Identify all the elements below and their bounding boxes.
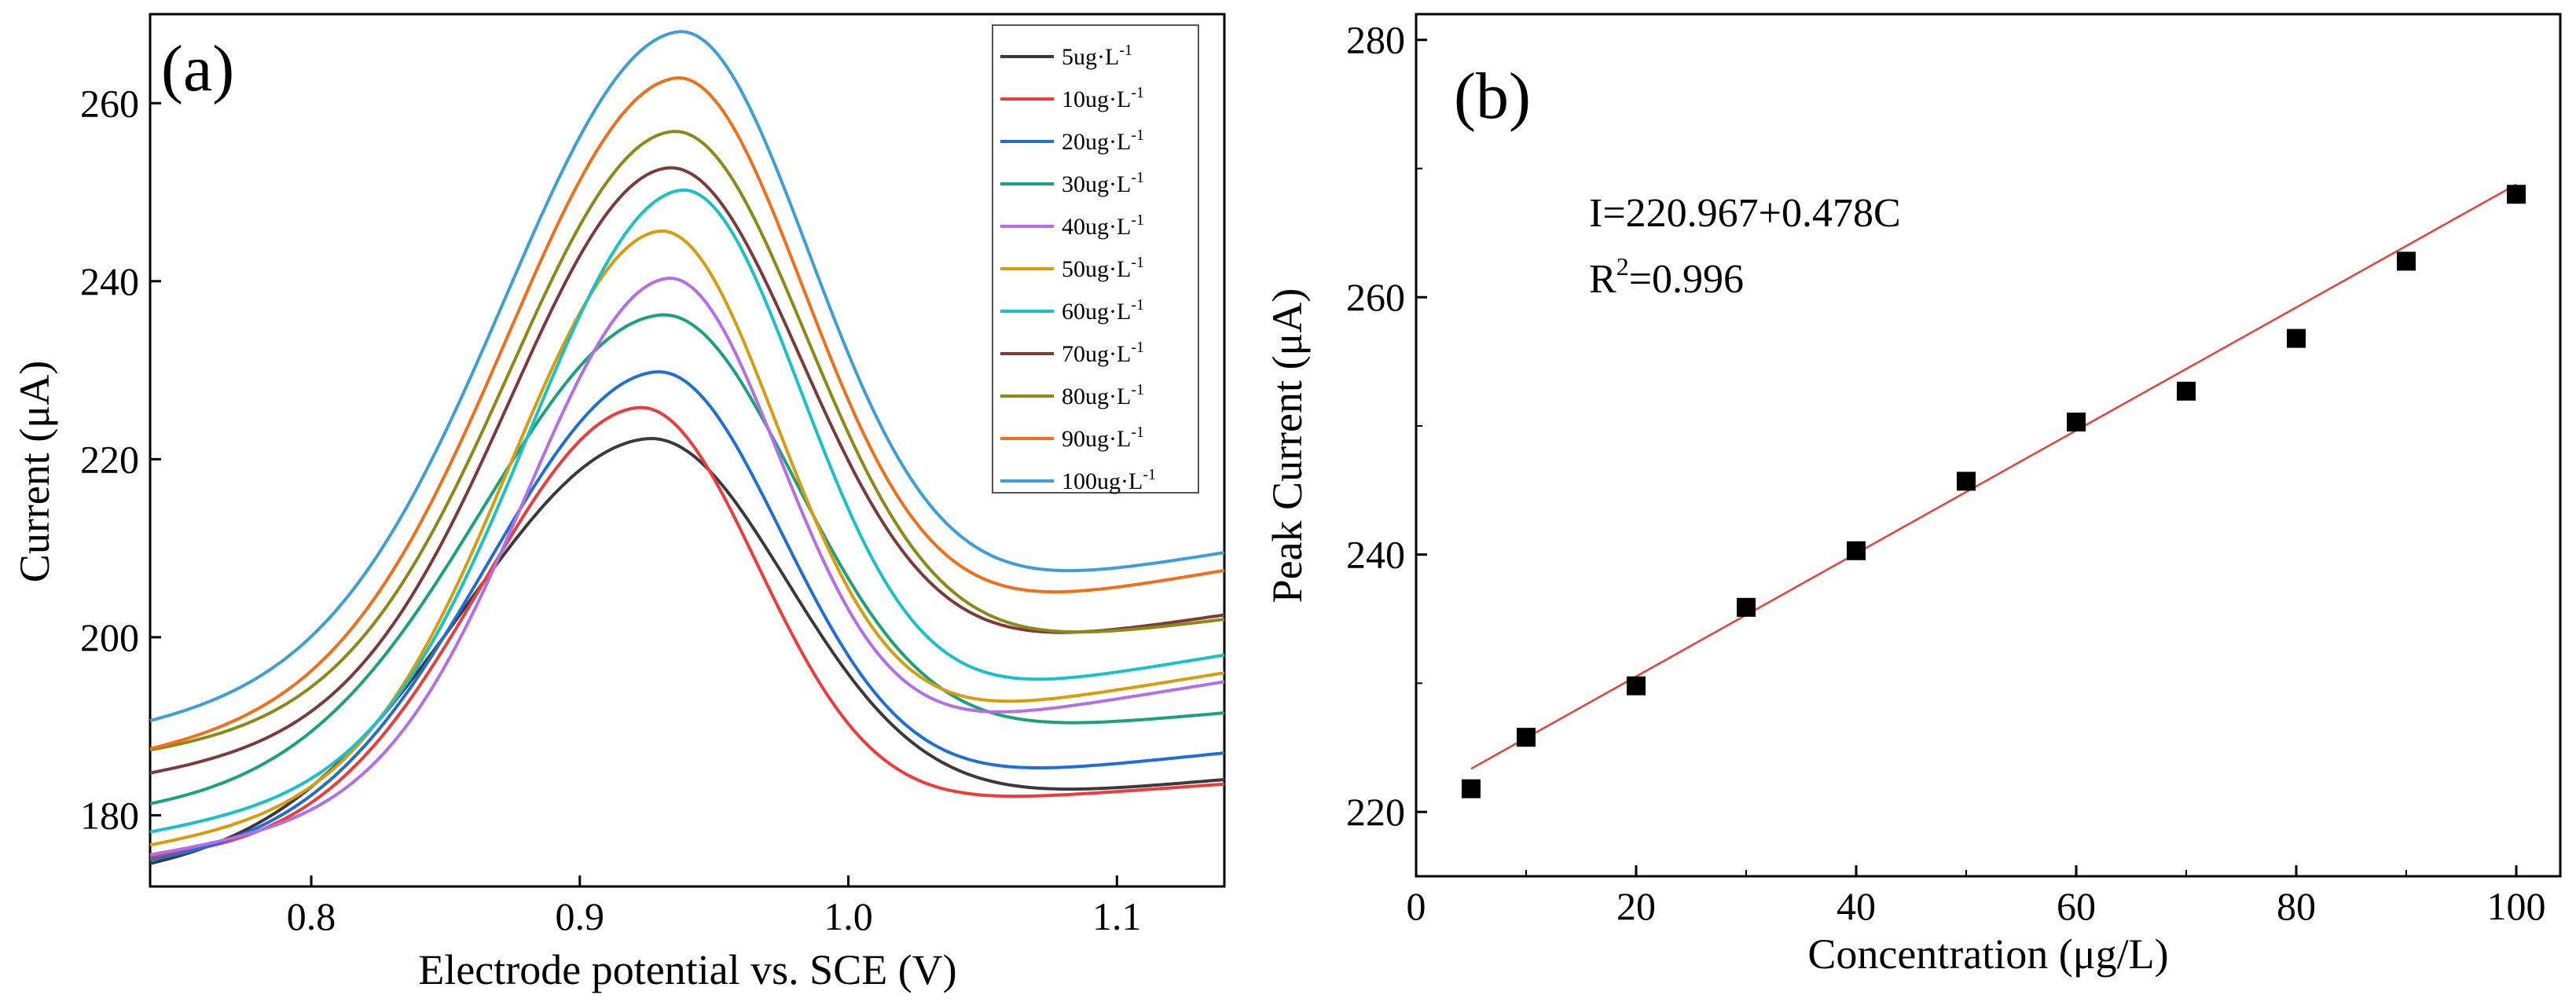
data-point: [2067, 413, 2086, 432]
panel-b-x-tick-label: 20: [1616, 884, 1656, 928]
legend-label-90ug: 90ug·L-1: [1062, 424, 1144, 452]
series-line-80ug: [149, 130, 1225, 752]
fit-line: [1470, 183, 2517, 770]
panel-a-y-tick-label: 220: [80, 437, 139, 481]
panel-a-x-tick-label: 0.8: [287, 894, 336, 938]
panel-b-y-axis-title: Peak Current (μA): [1264, 288, 1311, 604]
series-line-20ug: [149, 370, 1225, 861]
series-line-30ug: [149, 313, 1225, 806]
panel-a-y-tick-label: 260: [80, 81, 139, 125]
panel-b-y-tick-label: 240: [1346, 533, 1405, 577]
panel-b-label: (b): [1454, 60, 1531, 133]
data-point: [2287, 328, 2306, 348]
panel-a-label: (a): [161, 32, 234, 105]
legend-label-50ug: 50ug·L-1: [1062, 254, 1144, 282]
panel-a-x-tick-label: 1.0: [824, 894, 873, 938]
panel-b-chart: 0 20 40 60 80 100 220 240 260 280 (b) I=220.967+0…: [1264, 13, 2562, 978]
legend-label-30ug: 30ug·L-1: [1062, 169, 1144, 197]
panel-b-plot-frame: [1415, 13, 2562, 878]
panel-a-y-axis-title: Current (μA): [11, 361, 58, 582]
legend-label-20ug: 20ug·L-1: [1062, 127, 1144, 155]
data-point: [2397, 251, 2416, 271]
data-point: [1462, 779, 1481, 798]
legend-label-5ug: 5ug·L-1: [1062, 42, 1132, 70]
panel-a-y-tick-label: 240: [80, 259, 139, 303]
series-line-5ug: [149, 436, 1225, 865]
legend-label-100ug: 100ug·L-1: [1062, 466, 1156, 494]
panel-b-x-tick-label: 60: [2057, 884, 2096, 928]
panel-b-x-tick-label: 80: [2277, 884, 2316, 928]
series-line-100ug: [149, 30, 1225, 722]
panel-b-x-tick-label: 0: [1407, 884, 1426, 928]
legend-label-40ug: 40ug·L-1: [1062, 211, 1144, 240]
data-point: [1627, 676, 1646, 696]
panel-a-chart: 0.8 0.9 1.0 1.1 180 200 220 240 260 (a) Electrod…: [11, 13, 1226, 993]
panel-a-legend-box: [992, 24, 1199, 494]
panel-b-y-tick-label: 260: [1346, 275, 1405, 319]
panel-a-y-tick-label: 180: [80, 793, 139, 837]
panel-a-legend: 5ug·L-1 10ug·L-1 20ug·L-1 30ug·L-1 40ug·L-1 5…: [992, 24, 1199, 494]
panel-b-x-tick-label: 40: [1837, 884, 1876, 928]
legend-label-10ug: 10ug·L-1: [1062, 84, 1144, 112]
legend-label-60ug: 60ug·L-1: [1062, 296, 1144, 325]
legend-label-70ug: 70ug·L-1: [1062, 339, 1144, 367]
panel-a-x-tick-label: 1.1: [1092, 894, 1142, 938]
panel-a-x-axis-title: Electrode potential vs. SCE (V): [418, 946, 956, 993]
series-line-70ug: [149, 166, 1225, 775]
panel-b-x-axis-title: Concentration (μg/L): [1807, 930, 2168, 978]
panel-b-x-tick-label: 100: [2487, 884, 2546, 928]
data-point: [1737, 597, 1756, 617]
panel-b-y-tick-label: 280: [1346, 18, 1405, 62]
series-line-50ug: [149, 229, 1225, 847]
panel-b-y-tick-label: 220: [1346, 790, 1405, 834]
data-point: [2507, 185, 2526, 204]
series-line-90ug: [149, 75, 1225, 751]
data-point: [1517, 728, 1536, 747]
panel-a-y-tick-label: 200: [80, 615, 139, 659]
fit-r-squared: R2=0.996: [1589, 252, 1744, 302]
series-line-40ug: [149, 276, 1225, 857]
data-point: [1957, 472, 1976, 491]
legend-label-80ug: 80ug·L-1: [1062, 381, 1144, 409]
data-point: [2177, 381, 2196, 401]
panel-a-plot-frame: [149, 13, 1226, 888]
fit-equation: I=220.967+0.478C: [1589, 191, 1901, 236]
panel-a-x-tick-label: 0.9: [556, 894, 605, 938]
series-line-10ug: [149, 406, 1225, 859]
series-line-60ug: [149, 188, 1225, 834]
data-point: [1847, 541, 1866, 560]
